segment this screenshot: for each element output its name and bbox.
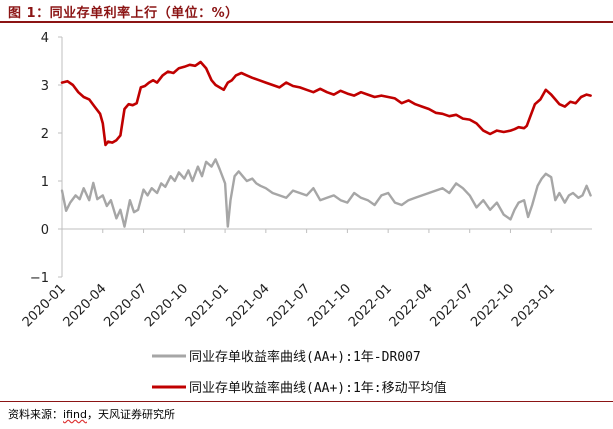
- x-tick-label: 2021-07: [264, 281, 313, 330]
- legend: 同业存单收益率曲线(AA+):1年-DR007 同业存单收益率曲线(AA+):1年…: [152, 349, 447, 396]
- source-note: 资料来源：ifind，天风证券研究所: [8, 406, 175, 422]
- x-tick-label: 2021-04: [224, 281, 273, 330]
- title-divider: [0, 21, 613, 23]
- chart-title: 图 1：同业存单利率上行（单位：%）: [8, 2, 239, 21]
- source-ifind: ifind: [63, 408, 87, 421]
- y-tick-label: 1: [41, 175, 49, 190]
- figure-number: 图 1：: [8, 6, 50, 21]
- source-label: 资料来源：: [8, 408, 63, 421]
- source-rest: ，天风证券研究所: [86, 408, 175, 421]
- x-tick-label: 2020-07: [101, 281, 150, 330]
- series-line-spread: [60, 158, 592, 228]
- x-tick-label: 2023-01: [509, 281, 558, 330]
- y-tick-label: 2: [41, 127, 49, 142]
- x-tick-label: 2020-01: [20, 281, 69, 330]
- y-tick-label: −1: [30, 271, 49, 286]
- x-tick-label: 2020-04: [61, 281, 110, 330]
- y-axis: 4 3 2 1 0 −1: [30, 31, 63, 286]
- figure-title-text: 同业存单利率上行（单位：%）: [49, 6, 239, 21]
- x-tick-label: 2022-01: [346, 281, 395, 330]
- y-tick-label: 4: [41, 31, 49, 46]
- x-tick-label: 2021-10: [305, 281, 354, 330]
- legend-label: 同业存单收益率曲线(AA+):1年:移动平均值: [189, 380, 447, 396]
- x-axis: 2020-012020-042020-072020-102021-012021-…: [20, 228, 592, 330]
- x-tick-label: 2022-10: [468, 281, 517, 330]
- series-line-moving-average: [60, 60, 592, 147]
- plot-series: [60, 60, 592, 228]
- y-tick-label: 0: [41, 223, 49, 238]
- source-divider: [0, 401, 613, 402]
- x-tick-label: 2022-07: [427, 281, 476, 330]
- x-tick-label: 2022-04: [387, 281, 436, 330]
- y-tick-label: 3: [41, 79, 49, 94]
- legend-label: 同业存单收益率曲线(AA+):1年-DR007: [189, 349, 421, 365]
- x-tick-label: 2021-01: [183, 281, 232, 330]
- x-tick-label: 2020-10: [142, 281, 191, 330]
